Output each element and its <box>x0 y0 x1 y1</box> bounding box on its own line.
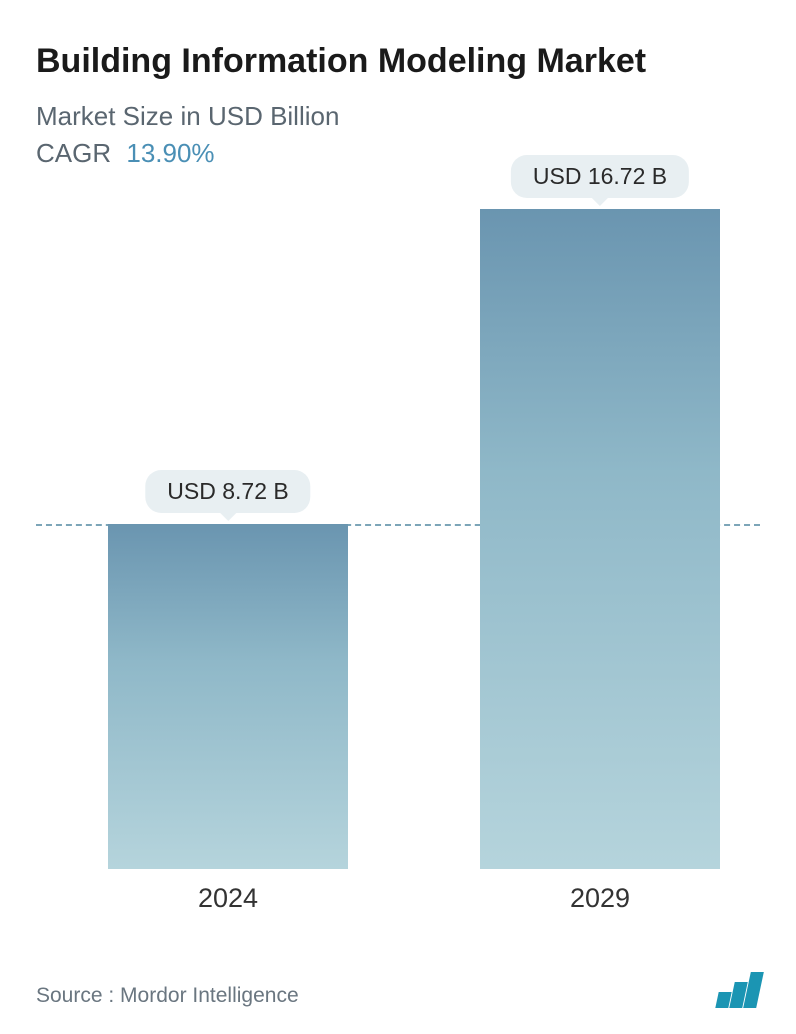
value-badge-2029: USD 16.72 B <box>511 155 689 198</box>
cagr-value: 13.90% <box>126 138 214 168</box>
brand-logo-icon <box>717 972 760 1008</box>
chart-title: Building Information Modeling Market <box>36 40 656 83</box>
x-label-2029: 2029 <box>570 883 630 914</box>
bar-fill <box>480 209 720 869</box>
chart-footer: Source : Mordor Intelligence <box>36 972 760 1008</box>
chart-subtitle: Market Size in USD Billion <box>36 101 760 132</box>
chart-area: USD 8.72 B USD 16.72 B <box>36 209 760 869</box>
bar-2024: USD 8.72 B <box>108 524 348 868</box>
bar-2029: USD 16.72 B <box>480 209 720 869</box>
source-text: Source : Mordor Intelligence <box>36 984 299 1008</box>
bar-fill <box>108 524 348 868</box>
value-badge-2024: USD 8.72 B <box>145 470 310 513</box>
cagr-label: CAGR <box>36 138 111 168</box>
x-axis-labels: 2024 2029 <box>36 883 760 933</box>
x-label-2024: 2024 <box>198 883 258 914</box>
